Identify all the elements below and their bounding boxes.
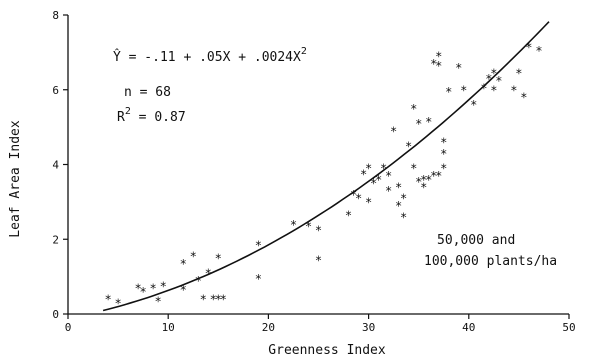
data-point: * (511, 83, 517, 97)
data-points: * ** * *** ********* **** * ********* **********… (105, 40, 542, 310)
data-point: * (366, 195, 372, 209)
r-squared-base: R (117, 110, 125, 125)
data-point: * (381, 162, 387, 176)
data-point: * (486, 72, 492, 86)
data-point: * (411, 162, 417, 176)
x-axis-label: Greenness Index (268, 343, 386, 358)
data-point: * (351, 188, 357, 202)
data-point: * (401, 210, 407, 224)
data-point: * (255, 238, 261, 252)
data-point: * (305, 220, 311, 234)
data-point: * (456, 61, 462, 75)
data-point: * (180, 257, 186, 271)
data-point: * (516, 66, 522, 80)
x-tick-label: 40 (462, 321, 475, 334)
data-point: * (346, 208, 352, 222)
x-tick-label: 30 (362, 321, 375, 334)
data-point: * (521, 91, 527, 105)
data-point: * (255, 272, 261, 286)
x-tick-label: 50 (562, 321, 575, 334)
data-point: * (406, 139, 412, 153)
data-point: * (180, 283, 186, 297)
y-tick-label: 2 (52, 233, 59, 246)
data-point: * (441, 147, 447, 161)
r-squared-value: = 0.87 (131, 110, 186, 125)
data-point: * (376, 173, 382, 187)
data-point: * (205, 266, 211, 280)
data-point: * (446, 85, 452, 99)
equation-exponent: 2 (301, 46, 307, 57)
data-point: * (200, 293, 206, 307)
data-point: * (215, 251, 221, 265)
data-point: * (461, 83, 467, 97)
x-tick-label: 20 (262, 321, 275, 334)
data-point: * (491, 83, 497, 97)
x-tick-label: 0 (65, 321, 72, 334)
data-point: * (491, 66, 497, 80)
ticks: 0 10 20 30 40 50 0 2 4 6 8 (52, 9, 575, 334)
data-point: * (316, 253, 322, 267)
y-tick-label: 0 (52, 308, 59, 321)
data-point: * (391, 124, 397, 138)
r-squared: R2 = 0.87 (117, 106, 186, 125)
data-point: * (386, 169, 392, 183)
density-note-line-1: 50,000 and (437, 233, 515, 248)
data-point: * (316, 223, 322, 237)
data-point: * (396, 180, 402, 194)
data-point: * (426, 115, 432, 129)
data-point: * (290, 218, 296, 232)
data-point: * (150, 281, 156, 295)
density-note-line-2: 100,000 plants/ha (424, 254, 557, 269)
data-point: * (421, 173, 427, 187)
data-point: * (471, 98, 477, 112)
data-point: * (115, 296, 121, 310)
data-point: * (210, 293, 216, 307)
y-tick-label: 4 (52, 159, 59, 172)
data-point: * (436, 59, 442, 73)
data-point: * (441, 162, 447, 176)
data-point: * (416, 175, 422, 189)
data-point: * (215, 293, 221, 307)
data-point: * (426, 173, 432, 187)
data-point: * (431, 169, 437, 183)
data-point: * (361, 167, 367, 181)
y-tick-label: 8 (52, 9, 59, 22)
data-point: * (396, 199, 402, 213)
data-point: * (135, 281, 141, 295)
data-point: * (401, 192, 407, 206)
data-point: * (371, 177, 377, 191)
regression-equation: Ŷ = -.11 + .05X + .0024X2 (113, 46, 307, 65)
data-point: * (105, 293, 111, 307)
y-tick-label: 6 (52, 84, 59, 97)
y-axis-label: Leaf Area Index (8, 120, 23, 238)
data-point: * (220, 293, 226, 307)
data-point: * (436, 50, 442, 64)
data-point: * (526, 40, 532, 54)
data-point: * (416, 117, 422, 131)
data-point: * (481, 81, 487, 95)
data-point: * (436, 169, 442, 183)
data-point: * (411, 102, 417, 116)
data-point: * (195, 274, 201, 288)
r-squared-exponent: 2 (125, 106, 131, 117)
data-point: * (190, 250, 196, 264)
data-point: * (155, 294, 161, 308)
data-point: * (431, 57, 437, 71)
data-point: * (386, 184, 392, 198)
data-point: * (536, 44, 542, 58)
data-point: * (140, 285, 146, 299)
data-point: * (421, 180, 427, 194)
equation-body: Ŷ = -.11 + .05X + .0024X (113, 49, 301, 65)
regression-curve (102, 21, 550, 312)
data-point: * (496, 74, 502, 88)
data-point: * (160, 279, 166, 293)
sample-size: n = 68 (124, 85, 171, 100)
x-tick-label: 10 (162, 321, 175, 334)
data-point: * (366, 162, 372, 176)
data-point: * (356, 192, 362, 206)
data-point: * (441, 136, 447, 150)
